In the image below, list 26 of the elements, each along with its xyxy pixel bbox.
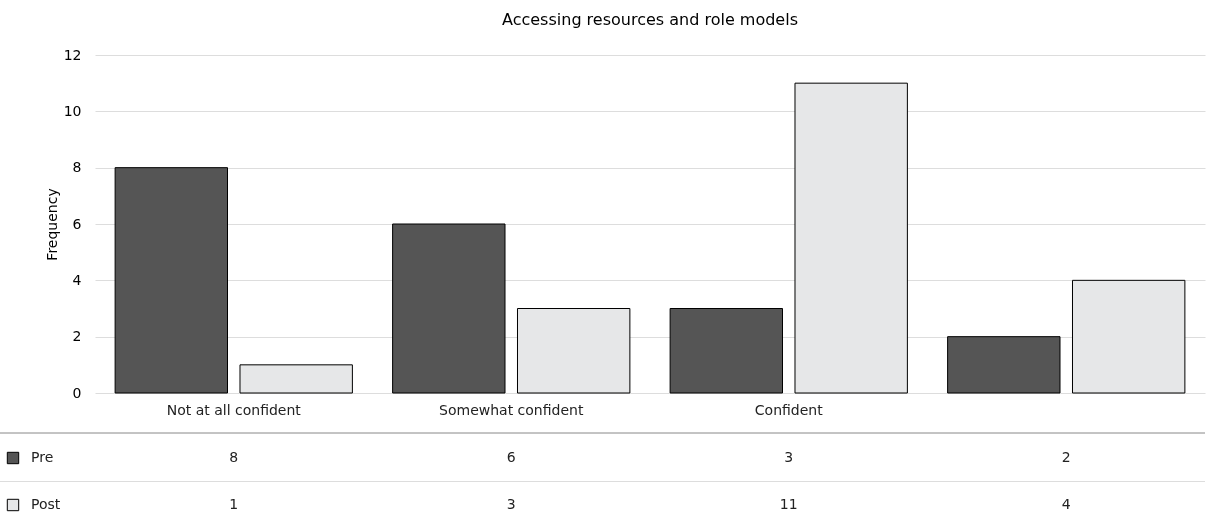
legend-label: Pre	[31, 449, 54, 465]
x-tick-label: Not at all confident	[166, 401, 302, 418]
bar	[114, 167, 229, 394]
data-label: 3	[784, 449, 794, 465]
chart-title: Accessing resources and role models	[502, 10, 798, 29]
x-tick-label: Somewhat confident	[439, 401, 584, 418]
y-tick-label: 0	[72, 384, 82, 401]
data-label: 11	[779, 496, 798, 512]
x-tick-label: Confident	[754, 401, 824, 418]
data-label: 8	[229, 449, 239, 465]
data-label: 3	[506, 496, 516, 512]
legend-label: Post	[31, 496, 61, 512]
y-axis-title: Frequency	[43, 188, 60, 261]
data-label: 1	[229, 496, 239, 512]
bar	[669, 308, 784, 394]
y-tick-label: 10	[63, 102, 82, 119]
y-tick-label: 12	[63, 46, 82, 63]
y-tick-label: 2	[72, 328, 82, 345]
data-label: 6	[506, 449, 516, 465]
bar	[392, 223, 506, 394]
y-tick-label: 6	[72, 215, 82, 232]
y-tick-label: 8	[72, 159, 82, 176]
bar	[947, 336, 1061, 394]
data-label: 2	[1061, 449, 1071, 465]
y-tick-label: 4	[72, 271, 82, 288]
data-label: 4	[1061, 496, 1071, 512]
